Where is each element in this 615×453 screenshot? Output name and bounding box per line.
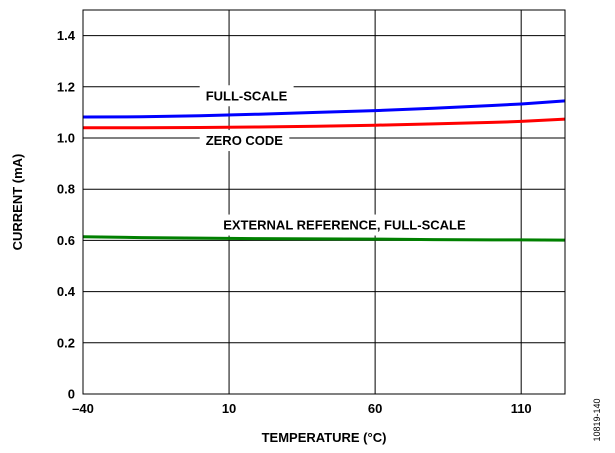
y-tick-label: 0.2 (57, 335, 75, 350)
y-tick-label: 1.4 (57, 28, 76, 43)
series-line-1 (83, 117, 566, 130)
x-tick-label: –40 (72, 401, 94, 416)
grid (82, 10, 565, 395)
series-line-0 (82, 99, 566, 119)
x-axis-label: TEMPERATURE (°C) (262, 430, 387, 445)
y-axis-label: CURRENT (mA) (10, 154, 25, 251)
x-tick-label: 60 (368, 401, 382, 416)
y-tick-labels: 0 0.2 0.4 0.6 0.8 1.0 1.2 1.4 (57, 28, 76, 401)
y-tick-label: 0.4 (57, 284, 76, 299)
series-label: EXTERNAL REFERENCE, FULL-SCALE (223, 218, 466, 233)
series-label: FULL-SCALE (206, 88, 288, 103)
y-tick-label: 0.6 (57, 233, 75, 248)
series-label: ZERO CODE (206, 133, 284, 148)
y-tick-label: 1.2 (57, 79, 75, 94)
x-tick-label: 10 (222, 401, 236, 416)
annotation-background (199, 130, 290, 152)
y-tick-label: 0 (68, 387, 75, 402)
annotation-background (199, 85, 294, 107)
figure-id: 10819-140 (592, 398, 602, 441)
y-tick-label: 0.8 (57, 182, 75, 197)
series-lines (82, 99, 566, 242)
plot-frame (82, 9, 566, 395)
series-line-2 (82, 235, 566, 242)
annotation-background (217, 214, 472, 236)
x-tick-label: 110 (511, 401, 532, 416)
y-tick-label: 1.0 (57, 131, 75, 146)
annotations: FULL-SCALE ZERO CODE EXTERNAL REFERENCE, F… (199, 85, 472, 236)
x-tick-labels: –40 10 60 110 (72, 401, 532, 416)
